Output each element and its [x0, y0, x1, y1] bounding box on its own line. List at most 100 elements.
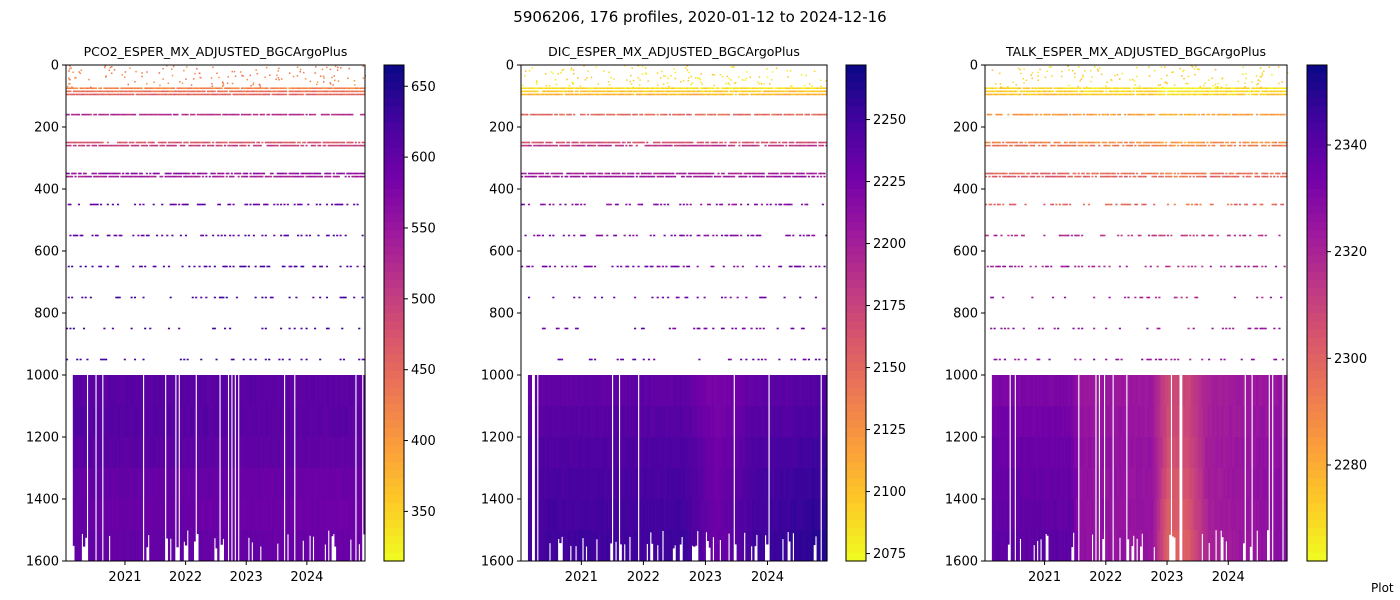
heatmap-cell	[237, 234, 240, 237]
heatmap-cell	[729, 530, 732, 561]
heatmap-cell	[594, 172, 597, 175]
heatmap-cell	[548, 175, 551, 178]
heatmap-cell	[611, 87, 614, 90]
heatmap-cell	[256, 530, 259, 561]
heatmap-cell	[349, 93, 352, 96]
heatmap-cell	[315, 375, 319, 406]
heatmap-cell	[594, 113, 597, 116]
heatmap-cell	[254, 499, 257, 530]
heatmap-cell	[320, 375, 324, 406]
heatmap-cell	[698, 141, 701, 144]
heatmap-cell	[346, 375, 349, 406]
heatmap-cell	[809, 437, 812, 468]
heatmap-cell	[637, 172, 640, 175]
heatmap-cell	[310, 437, 313, 468]
heatmap-cell	[738, 468, 741, 499]
heatmap-cell	[686, 93, 689, 96]
heatmap-cell	[320, 406, 324, 437]
heatmap-cell	[623, 499, 626, 530]
heatmap-cell	[555, 90, 558, 93]
heatmap-cell	[581, 93, 584, 96]
heatmap-cell	[324, 175, 327, 178]
heatmap-cell	[319, 265, 322, 268]
heatmap-cell	[257, 437, 261, 468]
heatmap-cell	[656, 172, 659, 175]
heatmap-cell	[169, 144, 172, 147]
heatmap-cell	[244, 406, 247, 437]
heatmap-cell	[731, 172, 734, 175]
heatmap-cell	[547, 144, 550, 147]
heatmap-cell	[288, 358, 291, 361]
heatmap-cell	[147, 499, 150, 530]
heatmap-cell	[811, 90, 814, 93]
heatmap-cell	[753, 406, 757, 437]
heatmap-cell	[609, 406, 613, 437]
heatmap-cell	[314, 499, 317, 530]
heatmap-cell	[797, 172, 800, 175]
heatmap-cell	[522, 113, 525, 116]
heatmap-cell	[541, 234, 544, 237]
heatmap-cell	[646, 406, 649, 437]
heatmap-cell	[157, 406, 161, 437]
heatmap-cell	[252, 172, 255, 175]
heatmap-cell	[800, 468, 804, 499]
heatmap-cell	[337, 468, 341, 499]
heatmap-cell	[787, 375, 790, 406]
heatmap-cell	[814, 90, 817, 93]
heatmap-cell	[184, 406, 188, 437]
heatmap-cell	[353, 144, 356, 147]
heatmap-cell	[291, 530, 295, 561]
heatmap-cell	[541, 144, 544, 147]
heatmap-cell	[232, 141, 235, 144]
heatmap-cell	[89, 175, 92, 178]
heatmap-cell	[621, 175, 624, 178]
heatmap-cell	[281, 87, 284, 90]
heatmap-cell	[557, 499, 560, 530]
heatmap-cell	[207, 375, 210, 406]
heatmap-cell	[715, 90, 718, 93]
heatmap-cell	[574, 375, 578, 406]
heatmap-cell	[646, 113, 649, 116]
heatmap-cell	[213, 327, 216, 330]
heatmap-cell	[780, 203, 783, 206]
heatmap-cell	[200, 93, 203, 96]
heatmap-cell	[140, 234, 143, 237]
heatmap-cell	[562, 87, 565, 90]
heatmap-cell	[169, 530, 172, 539]
heatmap-cell	[305, 499, 308, 530]
heatmap-cell	[258, 83, 260, 86]
heatmap-cell	[670, 172, 673, 175]
heatmap-cell	[642, 172, 645, 175]
heatmap-cell	[154, 172, 157, 175]
heatmap-cell	[527, 530, 531, 561]
heatmap-cell	[797, 113, 800, 116]
heatmap-cell	[288, 265, 291, 268]
heatmap-cell	[310, 93, 313, 96]
heatmap-cell	[682, 144, 685, 147]
heatmap-cell	[599, 468, 602, 499]
heatmap-cell	[98, 437, 101, 468]
heatmap-cell	[632, 141, 635, 144]
heatmap-cell	[628, 375, 632, 406]
colorbar-segment	[384, 412, 404, 422]
heatmap-cell	[120, 144, 123, 147]
heatmap-cell	[663, 375, 666, 406]
heatmap-cell	[745, 530, 748, 561]
heatmap-cell	[261, 296, 264, 299]
heatmap-cell	[764, 144, 767, 147]
heatmap-cell	[74, 113, 77, 116]
heatmap-cell	[628, 113, 631, 116]
heatmap-cell	[609, 113, 612, 116]
heatmap-cell	[212, 90, 215, 93]
heatmap-cell	[191, 375, 195, 406]
heatmap-cell	[317, 530, 320, 561]
heatmap-cell	[747, 90, 750, 93]
heatmap-cell	[713, 113, 717, 116]
heatmap-cell	[353, 296, 356, 299]
heatmap-cell	[130, 172, 133, 175]
heatmap-cell	[785, 375, 788, 406]
heatmap-cell	[215, 499, 218, 530]
heatmap-cell	[569, 406, 573, 437]
heatmap-cell	[677, 406, 680, 437]
heatmap-cell	[144, 87, 147, 90]
